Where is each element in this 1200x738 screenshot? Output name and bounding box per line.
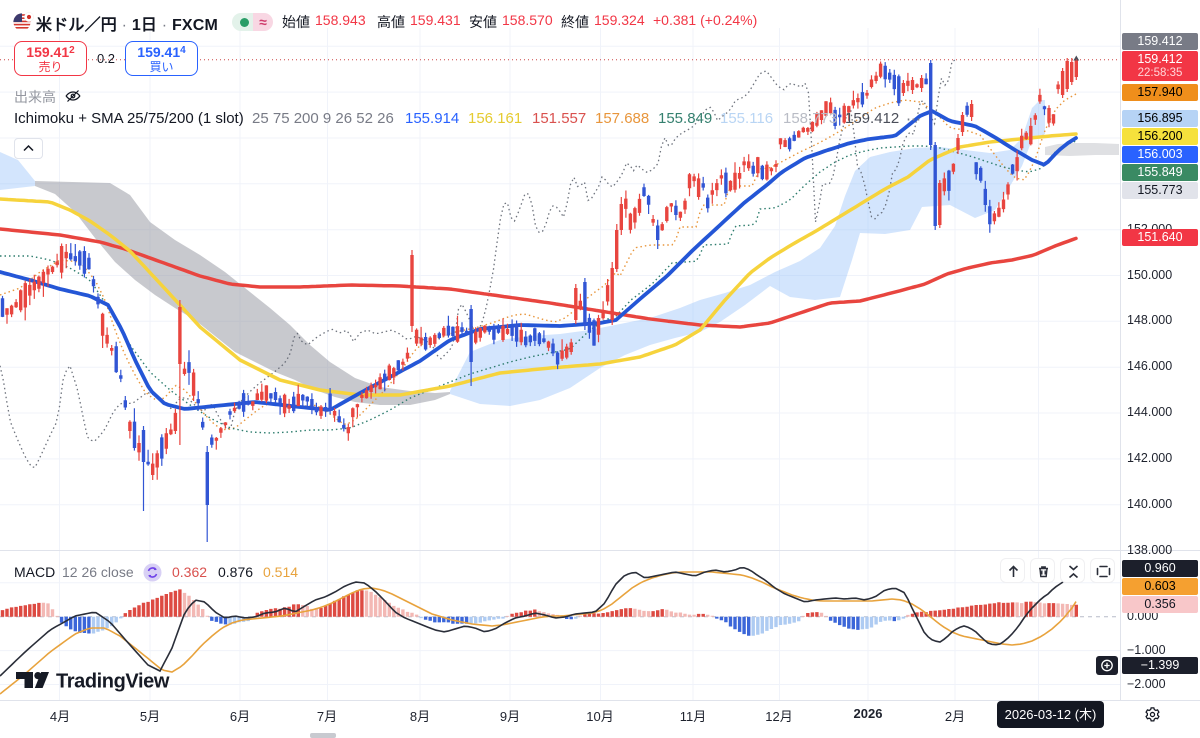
svg-text:TradingView: TradingView bbox=[56, 671, 170, 693]
